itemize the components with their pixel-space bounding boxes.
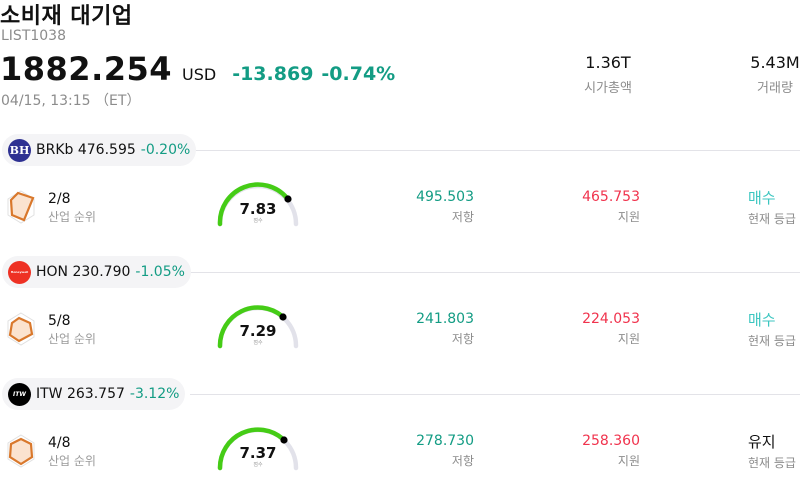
section-divider (190, 394, 800, 395)
holding-price: 263.757 (66, 386, 125, 402)
resistance-value: 495.503 (416, 189, 474, 205)
price-change: -13.869 (232, 63, 314, 85)
page-title: 소비재 대기업 (0, 4, 133, 29)
holding-price: 230.790 (72, 264, 131, 280)
current-grade-label: 현재 등급 (748, 334, 796, 348)
honeywell-logo-icon: Honeywell (8, 260, 31, 284)
current-grade-label: 현재 등급 (748, 212, 796, 226)
industry-rank-value: 2/8 (48, 191, 71, 207)
volume-label: 거래량 (757, 81, 793, 96)
current-grade-label: 현재 등급 (748, 456, 796, 470)
price-row: 1882.254 USD -13.869 -0.74% (0, 50, 395, 88)
industry-rank-label: 산업 순위 (48, 454, 96, 468)
section-divider (190, 272, 800, 273)
radar-rank-icon (7, 190, 35, 224)
holding-pill-itw[interactable]: ITW ITW 263.757 -3.12% (2, 378, 186, 410)
radar-rank-icon (7, 312, 35, 346)
resistance-label: 저항 (451, 210, 474, 224)
brkb-logo-icon: BH (8, 138, 31, 162)
score-gauge (217, 427, 299, 471)
resistance-label: 저항 (451, 454, 474, 468)
score-gauge (217, 182, 299, 227)
score-value: 7.83 (239, 200, 277, 218)
resistance-value: 241.803 (416, 311, 474, 327)
volume-stat: 5.43M 거래량 (715, 53, 800, 96)
score-gauge (217, 305, 299, 349)
support-value: 224.053 (582, 311, 640, 327)
current-price: 1882.254 (0, 50, 173, 88)
market-cap-stat: 1.36T 시가총액 (548, 53, 668, 96)
industry-rank-value: 4/8 (48, 435, 71, 451)
holding-pill-hon[interactable]: Honeywell HON 230.790 -1.05% (2, 256, 191, 288)
current-grade: 매수 (748, 311, 776, 329)
holding-symbol: ITW (36, 386, 63, 402)
support-value: 465.753 (582, 189, 640, 205)
score-value: 7.37 (239, 444, 277, 462)
score-label: 점수 (253, 462, 263, 468)
market-cap-label: 시가총액 (584, 81, 632, 96)
current-grade: 유지 (748, 433, 776, 451)
section-divider (190, 150, 800, 151)
market-cap-value: 1.36T (585, 53, 631, 72)
timestamp: 04/15, 13:15 （ET） (1, 93, 141, 109)
support-label: 지원 (617, 454, 640, 468)
holding-change: -0.20% (140, 142, 191, 158)
current-grade: 매수 (748, 189, 776, 207)
itw-logo-icon: ITW (8, 382, 31, 406)
holding-price: 476.595 (77, 142, 136, 158)
holding-symbol: BRKb (36, 142, 74, 158)
score-label: 점수 (253, 340, 263, 346)
currency: USD (182, 65, 217, 84)
support-value: 258.360 (582, 433, 640, 449)
score-label: 점수 (253, 218, 263, 224)
holding-symbol: HON (36, 264, 69, 280)
industry-rank-label: 산업 순위 (48, 210, 96, 224)
support-label: 지원 (617, 210, 640, 224)
radar-rank-icon (7, 434, 35, 468)
ticker-id: LIST1038 (1, 28, 66, 44)
resistance-value: 278.730 (416, 433, 474, 449)
industry-rank-value: 5/8 (48, 313, 71, 329)
resistance-label: 저항 (451, 332, 474, 346)
volume-value: 5.43M (750, 53, 800, 72)
score-value: 7.29 (239, 322, 277, 340)
holding-change: -1.05% (135, 264, 185, 280)
holding-pill-brkb[interactable]: BH BRKb 476.595 -0.20% (2, 134, 197, 166)
industry-rank-label: 산업 순위 (48, 332, 96, 346)
holding-change: -3.12% (129, 386, 180, 402)
support-label: 지원 (617, 332, 640, 346)
price-change-percent: -0.74% (321, 63, 396, 85)
